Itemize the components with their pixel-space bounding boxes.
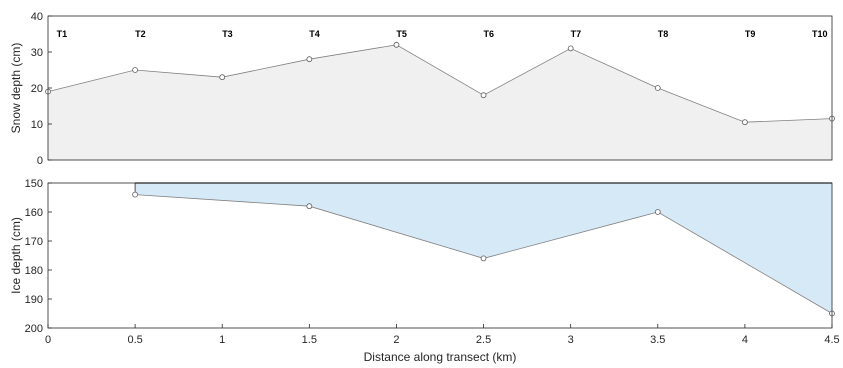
ice-y-tick-label: 180 (25, 265, 43, 277)
station-label: T2 (135, 29, 146, 39)
snow-point (306, 56, 313, 63)
ice-point (480, 255, 487, 262)
snow-y-axis-label: Snow depth (cm) (9, 43, 23, 134)
station-label: T1 (57, 29, 68, 39)
station-label: T6 (484, 29, 495, 39)
ice-y-tick-label: 200 (25, 323, 43, 335)
ice-y-axis-label: Ice depth (cm) (9, 217, 23, 294)
x-tick-label: 2.5 (476, 334, 491, 346)
snow-point (219, 74, 226, 81)
station-label: T3 (222, 29, 233, 39)
x-axis-label: Distance along transect (km) (364, 350, 517, 364)
snow-point (393, 41, 400, 48)
snow-point (654, 85, 661, 91)
x-tick-label: 0 (45, 334, 51, 346)
ice-y-tick-label: 190 (25, 294, 43, 306)
x-tick-label: 1.5 (302, 334, 317, 346)
ice-y-tick-label: 170 (25, 236, 43, 248)
ice-y-ticks: 150 160 170 180 190 200 (25, 178, 52, 335)
station-label: T8 (658, 29, 669, 39)
snow-y-ticks: 0 10 20 30 40 (31, 11, 52, 167)
x-tick-label: 2 (393, 334, 399, 346)
ice-plot-layer (132, 182, 835, 317)
ice-axes-frame (47, 182, 833, 329)
station-label: T10 (812, 29, 828, 39)
ice-y-tick-label: 150 (25, 178, 43, 190)
ice-point (132, 191, 139, 198)
x-ticks: 0 0.5 1 1.5 2 2.5 3 3.5 4 4.5 (45, 324, 840, 346)
x-tick-label: 0.5 (127, 334, 142, 346)
snow-point (741, 119, 748, 126)
x-tick-label: 1 (219, 334, 225, 346)
station-label: T5 (396, 29, 407, 39)
snow-line (47, 44, 833, 123)
x-tick-label: 4.5 (824, 334, 839, 346)
ice-area (135, 183, 833, 314)
station-labels: T1 T2 T3 T4 T5 T6 T7 T8 T9 T10 (57, 29, 828, 39)
station-label: T9 (745, 29, 756, 39)
x-tick-label: 3 (568, 334, 574, 346)
snow-y-tick-label: 0 (37, 155, 43, 167)
snow-depth-panel: T1 T2 T3 T4 T5 T6 T7 T8 T9 T10 0 10 20 30 40 Snow dep… (9, 11, 835, 167)
snow-point (567, 45, 574, 52)
x-tick-label: 4 (742, 334, 748, 346)
snow-point (132, 67, 139, 73)
snow-y-tick-label: 20 (31, 83, 43, 95)
snow-plot-layer (45, 41, 835, 160)
snow-y-tick-label: 30 (31, 47, 43, 59)
snow-y-tick-label: 10 (31, 119, 43, 131)
ice-point (306, 203, 313, 210)
ice-y-tick-label: 160 (25, 207, 43, 219)
x-tick-label: 3.5 (650, 334, 665, 346)
snow-axes-frame (47, 15, 833, 161)
snow-area (48, 44, 832, 160)
ice-point (654, 209, 661, 215)
station-label: T7 (571, 29, 582, 39)
snow-y-tick-label: 40 (31, 11, 43, 23)
station-label: T4 (309, 29, 320, 39)
snow-point (480, 92, 487, 99)
